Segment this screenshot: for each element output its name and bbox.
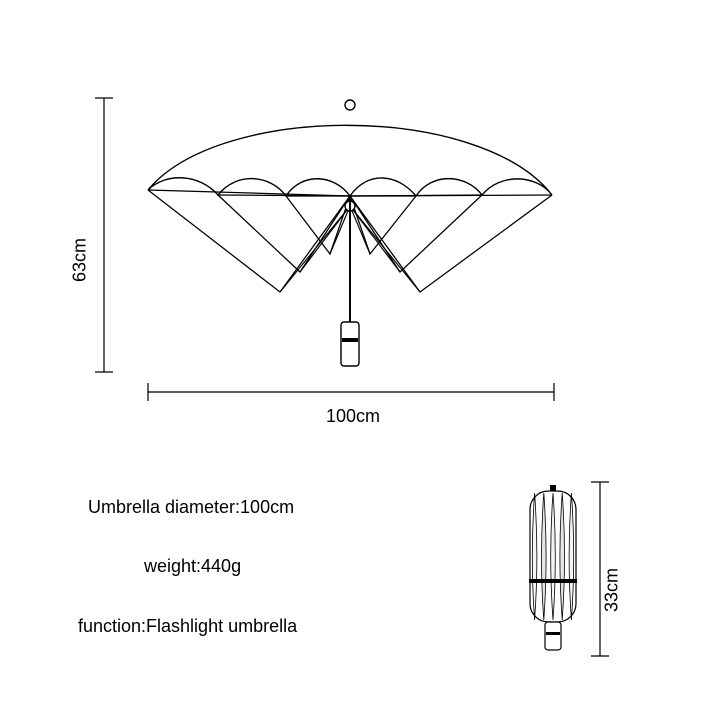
width-label: 100cm [326,406,380,427]
spec-weight: weight:440g [144,556,241,577]
height-label: 63cm [70,238,91,282]
spec-diameter: Umbrella diameter:100cm [88,497,294,518]
spec-function: function:Flashlight umbrella [78,616,297,637]
folded-height-label: 33cm [602,568,623,612]
